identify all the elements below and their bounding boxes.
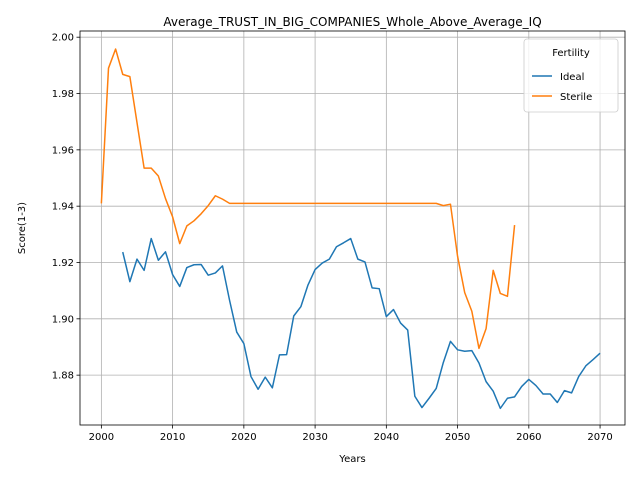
series-line-ideal <box>122 237 601 410</box>
series-line-sterile <box>100 48 516 350</box>
x-tick-label: 2030 <box>302 432 327 443</box>
plot-frame <box>79 30 626 426</box>
y-axis: 1.88 1.90 1.92 1.94 1.96 1.98 2.00 <box>52 33 80 382</box>
series-lines <box>100 48 601 410</box>
x-tick-label: 2010 <box>160 432 185 443</box>
x-tick-label: 2020 <box>231 432 256 443</box>
y-tick-label: 2.00 <box>52 33 74 44</box>
x-tick-label: 2000 <box>89 432 114 443</box>
x-axis-label: Years <box>338 454 365 465</box>
y-axis-label: Score(1-3) <box>17 202 28 254</box>
y-tick-label: 1.96 <box>52 145 74 156</box>
y-tick-label: 1.94 <box>52 202 74 213</box>
y-tick-label: 1.90 <box>52 314 74 325</box>
legend-box <box>523 38 619 113</box>
chart-title: Average_TRUST_IN_BIG_COMPANIES_Whole_Abo… <box>163 15 541 29</box>
legend: Fertility Ideal Sterile <box>523 38 619 113</box>
y-tick-label: 1.88 <box>52 371 74 382</box>
x-tick-label: 2060 <box>516 432 541 443</box>
x-axis: 2000 2010 2020 2030 2040 2050 2060 2070 <box>89 425 613 443</box>
legend-title: Fertility <box>552 48 590 59</box>
x-tick-label: 2070 <box>587 432 612 443</box>
x-tick-label: 2040 <box>374 432 399 443</box>
legend-label-ideal: Ideal <box>560 72 584 83</box>
y-tick-label: 1.92 <box>52 258 74 269</box>
legend-label-sterile: Sterile <box>560 92 592 103</box>
x-tick-label: 2050 <box>445 432 470 443</box>
y-tick-label: 1.98 <box>52 89 74 100</box>
